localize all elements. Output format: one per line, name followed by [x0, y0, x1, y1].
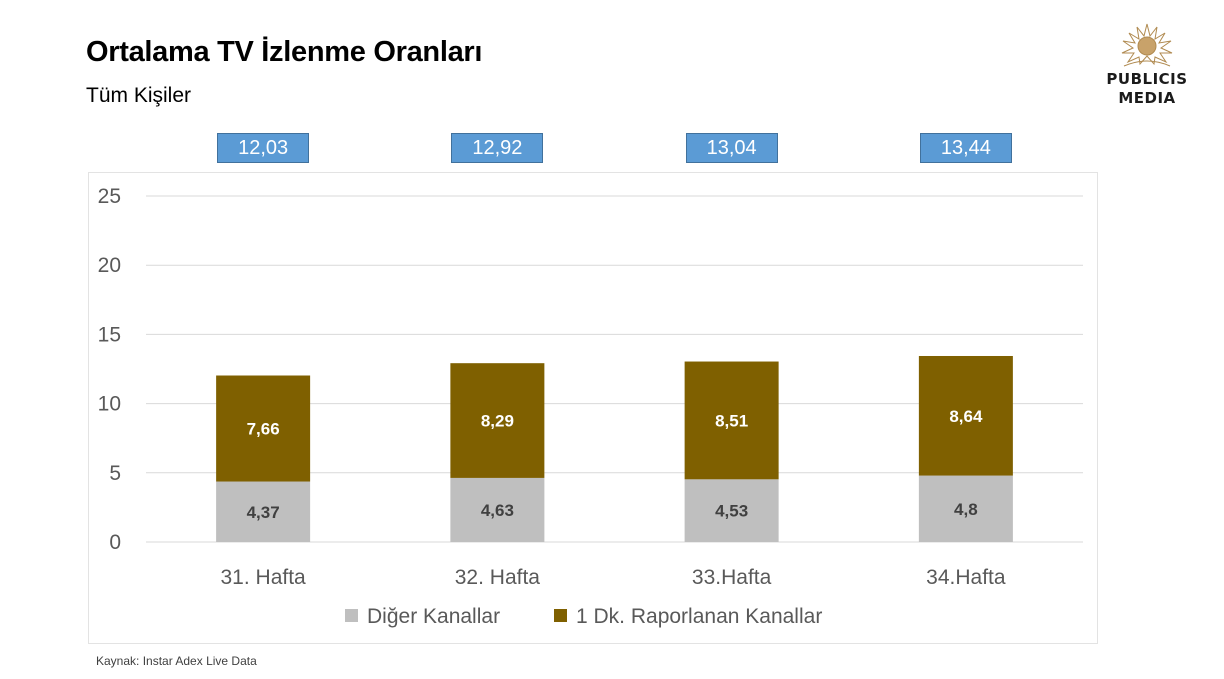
bar-segment-diger-kanallar — [216, 481, 311, 542]
total-value-box: 12,03 — [217, 133, 310, 163]
y-tick-label: 25 — [98, 185, 121, 208]
data-label: 8,51 — [715, 411, 748, 430]
bar-segment-raporlanan-kanallar — [684, 361, 779, 480]
x-category-label: 34.Hafta — [926, 566, 1006, 589]
chart-subtitle: Tüm Kişiler — [86, 84, 192, 107]
publicis-media-logo: PUBLICIS MEDIA — [1106, 23, 1187, 107]
legend-label: Diğer Kanallar — [367, 605, 500, 628]
total-value-box: 13,04 — [685, 133, 778, 163]
legend-swatch — [554, 609, 567, 622]
data-label: 7,66 — [247, 420, 280, 439]
lion-emblem-icon — [1121, 23, 1173, 67]
y-tick-label: 15 — [98, 323, 121, 346]
total-value-box: 13,44 — [919, 133, 1012, 163]
bar-segment-raporlanan-kanallar — [216, 375, 311, 482]
logo-line2: MEDIA — [1118, 89, 1175, 107]
data-label: 8,29 — [481, 412, 514, 431]
y-tick-label: 20 — [98, 254, 121, 277]
legend-swatch — [345, 609, 358, 622]
data-label: 4,37 — [247, 503, 280, 522]
x-category-label: 31. Hafta — [221, 566, 307, 589]
data-label: 8,64 — [949, 407, 983, 426]
bar-segment-raporlanan-kanallar — [918, 355, 1013, 476]
bar-segment-diger-kanallar — [450, 477, 545, 542]
data-label: 4,63 — [481, 501, 514, 520]
bar-segment-diger-kanallar — [918, 475, 1013, 542]
x-category-label: 32. Hafta — [455, 566, 541, 589]
legend-label: 1 Dk. Raporlanan Kanallar — [576, 605, 822, 628]
y-tick-label: 0 — [109, 531, 121, 554]
data-label: 4,8 — [954, 500, 978, 519]
data-label: 4,53 — [715, 502, 748, 521]
bar-segment-raporlanan-kanallar — [450, 363, 545, 478]
logo-line1: PUBLICIS — [1106, 70, 1187, 88]
total-value-box: 12,92 — [451, 133, 544, 163]
chart-area — [88, 172, 1098, 644]
bar-segment-diger-kanallar — [684, 479, 779, 542]
chart-title: Ortalama TV İzlenme Oranları — [86, 36, 483, 68]
x-category-label: 33.Hafta — [692, 566, 772, 589]
source-note: Kaynak: Instar Adex Live Data — [96, 654, 257, 668]
y-tick-label: 5 — [109, 462, 121, 485]
y-tick-label: 10 — [98, 393, 121, 416]
